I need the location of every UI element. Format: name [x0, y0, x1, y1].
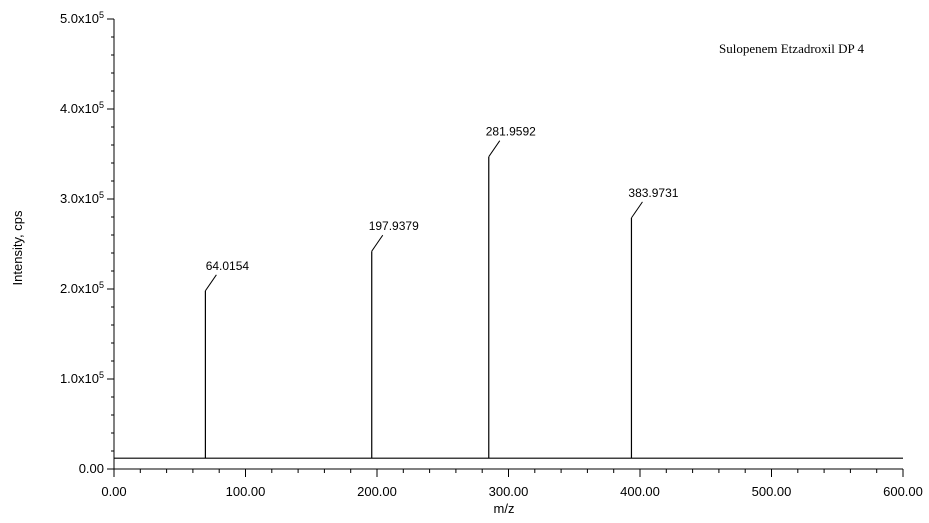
peak-label: 197.9379 — [369, 219, 419, 233]
peak-label-leader — [631, 201, 643, 219]
peak-label-leader — [204, 274, 217, 292]
y-tick-label: 5.0x105 — [60, 10, 104, 26]
x-tick-label: 400.00 — [620, 484, 660, 499]
y-axis-title: Intensity, cps — [10, 210, 25, 285]
x-tick-label: 0.00 — [101, 484, 126, 499]
x-tick-label: 200.00 — [357, 484, 397, 499]
y-tick-label: 0.00 — [79, 461, 104, 476]
x-axis-title: m/z — [494, 501, 515, 516]
peak-label-leader — [371, 234, 384, 252]
axes: 0.00 1.0x105 2.0x105 3.0x105 4.0x105 5.0x105 0… — [60, 10, 923, 499]
x-tick-label: 100.00 — [226, 484, 266, 499]
y-tick-label: 1.0x105 — [60, 370, 104, 386]
y-tick-label: 4.0x105 — [60, 100, 104, 116]
x-tick-label: 500.00 — [752, 484, 792, 499]
peak-label-leader — [488, 140, 501, 157]
chart-title: Sulopenem Etzadroxil DP 4 — [719, 41, 865, 56]
y-tick-label: 2.0x105 — [60, 280, 104, 296]
x-tick-label: 300.00 — [489, 484, 529, 499]
peak-label: 64.0154 — [206, 259, 250, 273]
peak-label: 281.9592 — [486, 125, 536, 139]
y-tick-label: 3.0x105 — [60, 190, 104, 206]
peak-label: 383.9731 — [628, 186, 678, 200]
peaks: 64.0154 197.9379 281.9592 383.9731 — [204, 125, 679, 459]
x-tick-label: 600.00 — [883, 484, 923, 499]
